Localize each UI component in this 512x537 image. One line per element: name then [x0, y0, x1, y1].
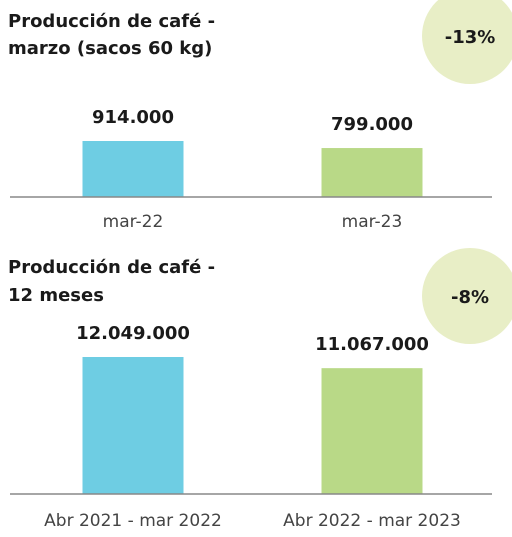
bar	[82, 357, 184, 494]
x-tick-label: mar-22	[103, 212, 164, 232]
x-tick-label: mar-23	[342, 212, 403, 232]
bar	[321, 368, 423, 494]
chart-title: Producción de café -	[8, 11, 215, 32]
value-label: 12.049.000	[76, 323, 190, 344]
chart-title: 12 meses	[8, 285, 104, 306]
bar	[82, 141, 184, 197]
annotation-circle	[422, 0, 512, 84]
annotation: -13%	[445, 27, 496, 48]
annotation: -8%	[451, 287, 489, 308]
chart-title: marzo (sacos 60 kg)	[8, 38, 212, 59]
value-label: 11.067.000	[315, 334, 429, 355]
value-label: 914.000	[92, 107, 174, 128]
value-label: 799.000	[331, 114, 413, 135]
annotation-circle	[422, 248, 512, 344]
chart-title: Producción de café -	[8, 257, 215, 278]
bar	[321, 148, 423, 197]
x-tick-label: Abr 2021 - mar 2022	[44, 511, 222, 531]
x-tick-label: Abr 2022 - mar 2023	[283, 511, 461, 531]
